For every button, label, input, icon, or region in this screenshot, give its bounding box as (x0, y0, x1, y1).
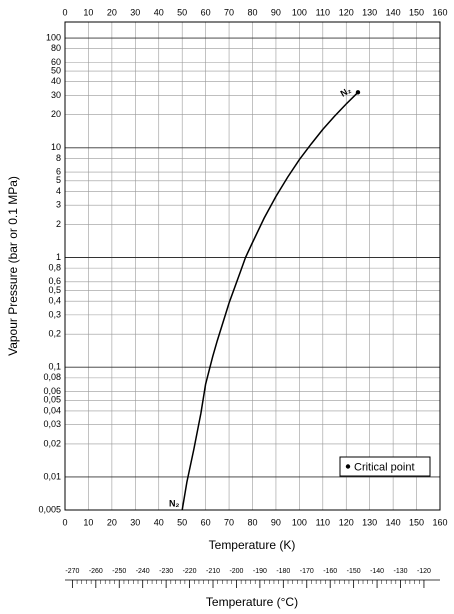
x2-tick-label: -270 (65, 568, 79, 575)
y-tick-label: 3 (56, 200, 61, 210)
x-tick-label: 70 (224, 517, 234, 527)
y-tick-label: 80 (51, 43, 61, 53)
x-tick-label: 40 (154, 517, 164, 527)
y-tick-label: 0,05 (43, 395, 61, 405)
x-tick-label-top: 140 (386, 7, 401, 17)
x2-tick-label: -230 (159, 568, 173, 575)
x-tick-label-top: 130 (362, 7, 377, 17)
x-tick-label-top: 110 (316, 7, 330, 17)
y-tick-label: 0,02 (43, 438, 61, 448)
x-tick-label-top: 10 (83, 7, 93, 17)
y-tick-label: 0,2 (48, 329, 61, 339)
x2-tick-label: -160 (323, 568, 337, 575)
y-tick-label: 0,06 (43, 386, 61, 396)
legend-box (339, 456, 431, 477)
y-tick-label: 0,08 (43, 372, 61, 382)
x2-tick-label: -120 (417, 568, 431, 575)
x2-tick-label: -240 (136, 568, 150, 575)
x-tick-label-top: 80 (247, 7, 257, 17)
x2-tick-label: -250 (112, 568, 126, 575)
x-tick-label-top: 30 (130, 7, 140, 17)
x2-tick-label: -180 (276, 568, 290, 575)
x-tick-label: 160 (432, 517, 447, 527)
x-tick-label: 80 (247, 517, 257, 527)
x2-tick-label: -190 (253, 568, 267, 575)
y-tick-label: 0,1 (48, 362, 61, 372)
x-tick-label-top: 90 (271, 7, 281, 17)
x-tick-label-top: 100 (292, 7, 307, 17)
y-tick-label: 0,01 (43, 471, 61, 481)
y-tick-label: 0,8 (48, 263, 61, 273)
y-tick-label: 20 (51, 109, 61, 119)
y-axis-title: Vapour Pressure (bar or 0.1 MPa) (6, 176, 20, 356)
x-tick-label: 100 (292, 517, 307, 527)
x-tick-label: 90 (271, 517, 281, 527)
x-tick-label: 120 (339, 517, 354, 527)
x2-tick-label: -130 (394, 568, 408, 575)
y-tick-label: 4 (56, 186, 61, 196)
x-tick-label-top: 40 (154, 7, 164, 17)
y-tick-label: 0,5 (48, 285, 61, 295)
x-tick-label: 110 (316, 517, 330, 527)
annotation: N₂ (339, 85, 353, 99)
x-tick-label: 150 (409, 517, 424, 527)
y-tick-label: 1 (56, 252, 61, 262)
legend-marker (345, 464, 351, 469)
y-tick-label: 5 (56, 175, 61, 185)
x-tick-label: 60 (201, 517, 211, 527)
x-tick-label: 30 (130, 517, 140, 527)
x-tick-label: 140 (386, 517, 401, 527)
x2-tick-label: -140 (370, 568, 384, 575)
x-tick-label-top: 70 (224, 7, 234, 17)
x-tick-label: 10 (83, 517, 93, 527)
y-tick-label: 8 (56, 153, 61, 163)
y-tick-label: 0,3 (48, 309, 61, 319)
y-tick-label: 0,6 (48, 276, 61, 286)
x-tick-label: 50 (177, 517, 187, 527)
plot-frame (64, 21, 441, 511)
y-tick-label: 0,04 (43, 405, 61, 415)
x2-tick-label: -170 (300, 568, 314, 575)
y-tick-label: 40 (51, 76, 61, 86)
y-tick-label: 0,005 (38, 504, 61, 514)
annotation: N₂ (169, 498, 180, 508)
x-tick-label-top: 0 (62, 7, 67, 17)
y-tick-label: 10 (51, 142, 61, 152)
legend-label: Critical point (354, 461, 415, 473)
critical-point (355, 90, 361, 95)
x2-tick-label: -150 (347, 568, 361, 575)
x2-tick-label: -200 (229, 568, 243, 575)
y-tick-label: 6 (56, 166, 61, 176)
curve (181, 91, 359, 511)
x-tick-label-top: 60 (201, 7, 211, 17)
x-axis-title: Temperature (K) (209, 538, 296, 552)
x2-axis-title: Temperature (°C) (206, 595, 298, 609)
y-tick-label: 50 (51, 65, 61, 75)
x-tick-label: 0 (62, 517, 67, 527)
x-tick-label: 130 (362, 517, 377, 527)
x-tick-label-top: 120 (339, 7, 354, 17)
y-tick-label: 30 (51, 90, 61, 100)
y-tick-label: 100 (46, 32, 61, 42)
x-tick-label: 20 (107, 517, 117, 527)
x-tick-label-top: 160 (432, 7, 447, 17)
x-tick-label-top: 50 (177, 7, 187, 17)
x2-tick-label: -220 (183, 568, 197, 575)
x2-tick-label: -260 (89, 568, 103, 575)
x-tick-label-top: 20 (107, 7, 117, 17)
y-tick-label: 2 (56, 219, 61, 229)
y-tick-label: 0,4 (48, 296, 61, 306)
y-tick-label: 60 (51, 57, 61, 67)
y-tick-label: 0,03 (43, 419, 61, 429)
x-tick-label-top: 150 (409, 7, 424, 17)
x2-tick-label: -210 (206, 568, 220, 575)
